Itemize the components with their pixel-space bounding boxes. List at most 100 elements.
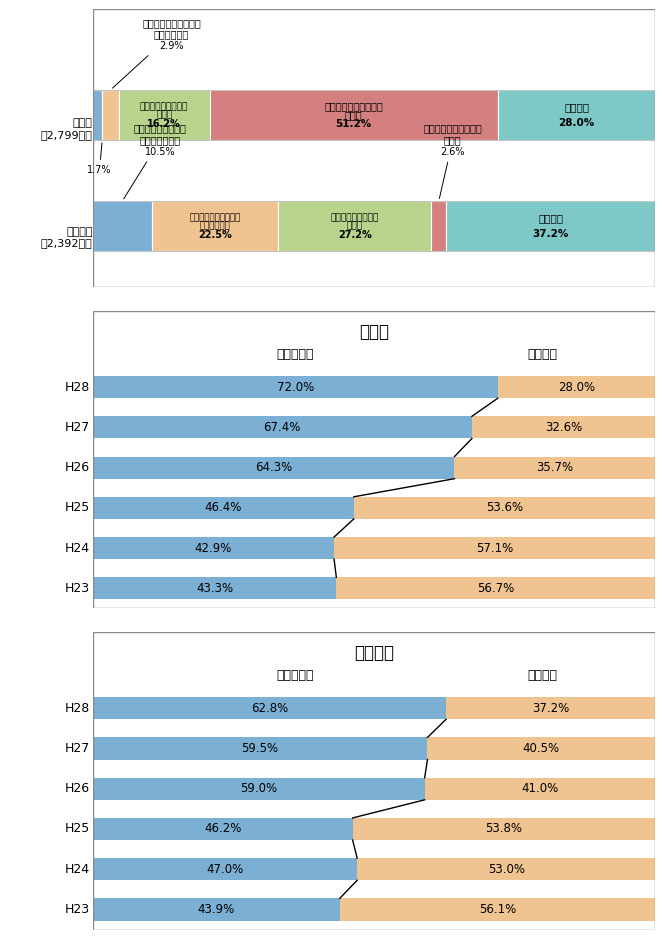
Text: 無延滞者: 無延滞者: [354, 644, 394, 662]
Text: H28: H28: [65, 380, 90, 393]
Bar: [93, 311, 655, 608]
Text: 59.5%: 59.5%: [242, 742, 279, 755]
Bar: [93, 90, 102, 140]
Bar: [340, 899, 655, 920]
Text: 43.9%: 43.9%: [197, 903, 235, 916]
Text: 51.2%: 51.2%: [336, 119, 372, 130]
Text: 42.9%: 42.9%: [195, 542, 232, 555]
Text: 46.2%: 46.2%: [204, 823, 242, 836]
Text: 16.2%: 16.2%: [147, 119, 181, 130]
Bar: [446, 201, 655, 252]
Bar: [432, 201, 446, 252]
Text: 返還が始まる前までに
は知っていた
2.9%: 返還が始まる前までに は知っていた 2.9%: [113, 18, 201, 88]
Text: 64.3%: 64.3%: [255, 461, 292, 474]
Text: H25: H25: [65, 823, 90, 836]
Text: 延滞督促を受けてから
知った
2.6%: 延滞督促を受けてから 知った 2.6%: [424, 124, 482, 198]
Bar: [455, 456, 655, 479]
Bar: [102, 90, 118, 140]
Bar: [210, 90, 498, 140]
Text: 53.0%: 53.0%: [488, 863, 525, 876]
Text: H24: H24: [65, 542, 90, 555]
Text: 57.1%: 57.1%: [476, 542, 513, 555]
Bar: [354, 497, 655, 519]
Text: 53.8%: 53.8%: [485, 823, 522, 836]
Bar: [279, 201, 432, 252]
Bar: [446, 697, 655, 719]
Text: 22.5%: 22.5%: [198, 230, 232, 240]
Text: 35.7%: 35.7%: [536, 461, 573, 474]
Text: 56.7%: 56.7%: [477, 582, 514, 595]
Text: H23: H23: [65, 582, 90, 595]
Bar: [93, 697, 446, 719]
Bar: [93, 497, 354, 519]
Text: 返還が始まってから: 返還が始まってから: [140, 101, 188, 111]
Bar: [93, 537, 334, 560]
Text: H25: H25: [65, 501, 90, 515]
Bar: [93, 577, 336, 599]
Text: 奨学金に申し込む前
から知っていた
10.5%: 奨学金に申し込む前 から知っていた 10.5%: [124, 124, 187, 199]
Text: 知った: 知った: [345, 110, 363, 120]
Text: 46.4%: 46.4%: [205, 501, 242, 515]
Bar: [93, 737, 428, 760]
Bar: [93, 818, 353, 840]
Bar: [498, 90, 655, 140]
Text: H27: H27: [65, 421, 90, 434]
Bar: [353, 818, 655, 840]
Text: 37.2%: 37.2%: [532, 229, 569, 239]
Text: 知った: 知った: [347, 222, 363, 231]
Bar: [93, 777, 425, 800]
Text: 知らない: 知らない: [564, 102, 589, 113]
Bar: [93, 201, 655, 252]
Bar: [498, 376, 655, 398]
Text: 延滞者: 延滞者: [359, 323, 389, 341]
Bar: [93, 90, 655, 140]
Text: 28.0%: 28.0%: [559, 117, 594, 128]
Text: 37.2%: 37.2%: [532, 701, 569, 715]
Text: H23: H23: [65, 903, 90, 916]
Text: 知らない: 知らない: [528, 670, 558, 682]
Text: 27.2%: 27.2%: [338, 230, 372, 240]
Text: は知っていた: は知っていた: [200, 222, 230, 231]
Text: H27: H27: [65, 742, 90, 755]
Text: 知らない: 知らない: [528, 348, 558, 361]
Text: 43.3%: 43.3%: [196, 582, 233, 595]
Bar: [334, 537, 655, 560]
Text: 59.0%: 59.0%: [240, 782, 277, 795]
Bar: [93, 201, 152, 252]
Text: 無延滞者
（2,392人）: 無延滞者 （2,392人）: [41, 226, 93, 248]
Text: 1.7%: 1.7%: [87, 143, 112, 175]
Bar: [93, 456, 455, 479]
Text: 知っている: 知っている: [277, 348, 314, 361]
Text: H24: H24: [65, 863, 90, 876]
Text: 32.6%: 32.6%: [545, 421, 583, 434]
Text: 延滞者
（2,799人）: 延滞者 （2,799人）: [41, 118, 93, 140]
Text: 返還が始まってから: 返還が始まってから: [331, 213, 379, 222]
Bar: [425, 777, 655, 800]
Bar: [118, 90, 210, 140]
Text: 72.0%: 72.0%: [277, 380, 314, 393]
Bar: [152, 201, 279, 252]
Text: 40.5%: 40.5%: [523, 742, 560, 755]
Bar: [357, 858, 655, 880]
Bar: [472, 416, 655, 439]
Text: 延滞督促を受けてから: 延滞督促を受けてから: [324, 100, 383, 111]
Bar: [428, 737, 655, 760]
Bar: [93, 632, 655, 930]
Bar: [93, 858, 357, 880]
Bar: [336, 577, 655, 599]
Text: 62.8%: 62.8%: [251, 701, 288, 715]
Text: 67.4%: 67.4%: [263, 421, 301, 434]
Text: H26: H26: [65, 461, 90, 474]
Text: 41.0%: 41.0%: [522, 782, 559, 795]
Bar: [93, 9, 655, 287]
Bar: [93, 899, 340, 920]
Bar: [93, 416, 472, 439]
Bar: [93, 376, 498, 398]
Text: 知っている: 知っている: [277, 670, 314, 682]
Text: 返還が始まる前までに: 返還が始まる前までに: [189, 213, 241, 222]
Text: 47.0%: 47.0%: [207, 863, 244, 876]
Text: 56.1%: 56.1%: [479, 903, 516, 916]
Text: 知らない: 知らない: [538, 213, 563, 223]
Text: 知った: 知った: [156, 111, 172, 119]
Text: 28.0%: 28.0%: [558, 380, 595, 393]
